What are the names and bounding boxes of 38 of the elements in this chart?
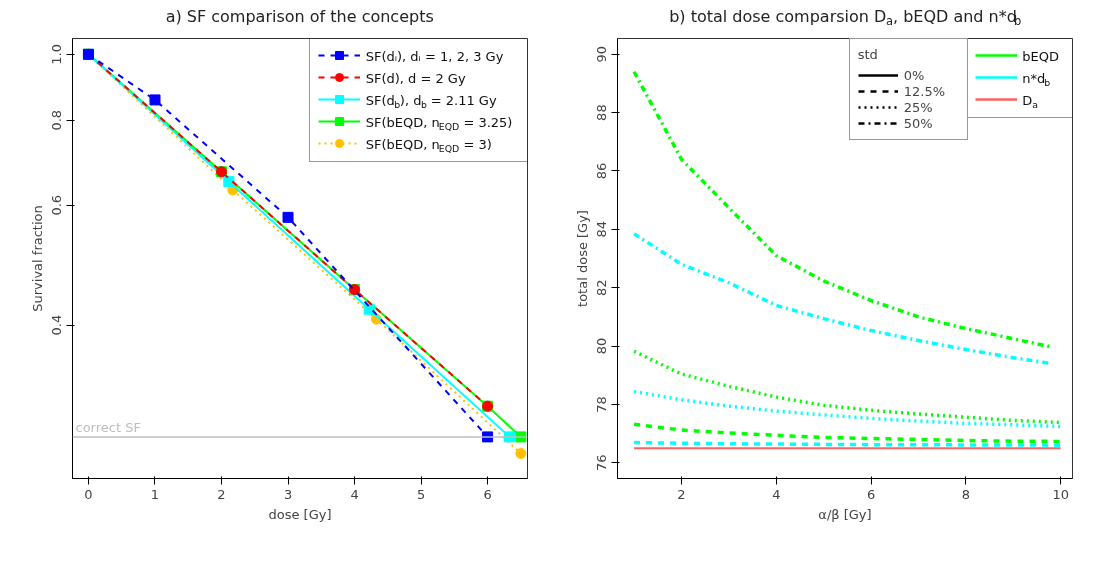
legend-label: SF(dᵢ), dᵢ = 1, 2, 3 Gy <box>365 49 504 64</box>
y-tick-label: 0.8 <box>49 109 65 131</box>
annotation: 0% <box>903 67 926 83</box>
legend-title: std <box>857 47 879 62</box>
y-tick-label: 1.0 <box>49 43 65 65</box>
y-tick-label: 90 <box>594 45 610 63</box>
y-tick-label: 0.4 <box>49 314 65 336</box>
legend-label: SF(d), d = 2 Gy <box>365 71 466 86</box>
x-tick-label: 0 <box>84 486 93 502</box>
y-tick-label: 86 <box>594 162 610 180</box>
x-tick-label: 8 <box>961 486 971 502</box>
y-tick-label: 78 <box>594 396 610 413</box>
y-tick-label: 84 <box>594 221 610 238</box>
x-tick-label: 6 <box>483 486 492 502</box>
legend-label: bEQD <box>1022 49 1059 64</box>
x-tick-label: 6 <box>866 486 876 502</box>
x-tick-label: 5 <box>416 486 426 502</box>
x-tick-label: 10 <box>1052 486 1069 502</box>
x-tick-label: 4 <box>350 486 359 502</box>
y-tick-label: 82 <box>594 279 610 296</box>
x-axis-title: α/β [Gy] <box>818 506 872 522</box>
y-tick-label: 76 <box>594 454 610 472</box>
x-axis-title: dose [Gy] <box>268 506 332 522</box>
x-tick-label: 2 <box>217 486 226 502</box>
y-tick-label: 88 <box>594 104 610 121</box>
chart-title: a) SF comparison of the concepts <box>165 7 434 26</box>
y-axis-title: total dose [Gy] <box>574 210 590 307</box>
y-tick-label: 80 <box>594 337 610 355</box>
x-tick-label: 4 <box>772 486 781 502</box>
annotation: 50% <box>903 115 934 131</box>
x-tick-label: 2 <box>677 486 686 502</box>
ref-line-label: correct SF <box>75 419 141 435</box>
x-tick-label: 1 <box>150 486 160 502</box>
x-tick-label: 3 <box>283 486 293 502</box>
y-axis-title: Survival fraction <box>29 205 45 312</box>
annotation: 12.5% <box>903 83 947 99</box>
y-tick-label: 0.6 <box>49 194 65 216</box>
annotation: 25% <box>903 99 934 115</box>
